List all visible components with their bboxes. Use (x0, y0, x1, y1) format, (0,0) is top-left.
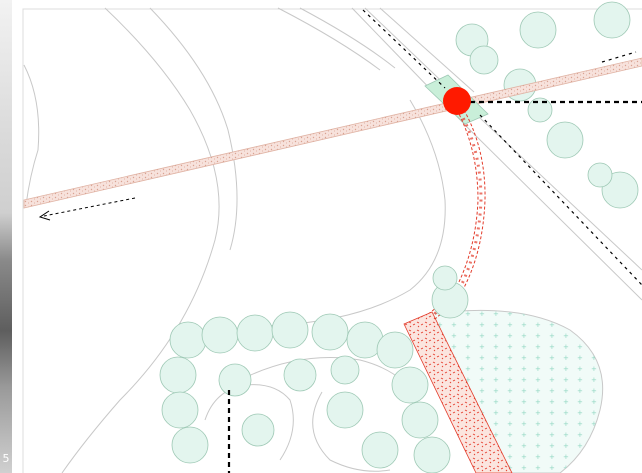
location-marker[interactable] (443, 87, 471, 115)
map-frame (22, 8, 642, 473)
road-edges (351, 7, 642, 301)
tree-cluster-northeast (455, 1, 639, 209)
arrow-left-icon (38, 197, 136, 221)
photo-strip: 5 (0, 0, 12, 473)
photo-caption: 5 (2, 452, 10, 465)
sightlines (362, 9, 642, 286)
promenade-path (23, 57, 642, 209)
meadow-pattern (430, 310, 603, 473)
terrain-contours (23, 7, 446, 473)
tree-cluster-south (159, 265, 469, 473)
map-canvas[interactable]: + (12, 0, 642, 473)
